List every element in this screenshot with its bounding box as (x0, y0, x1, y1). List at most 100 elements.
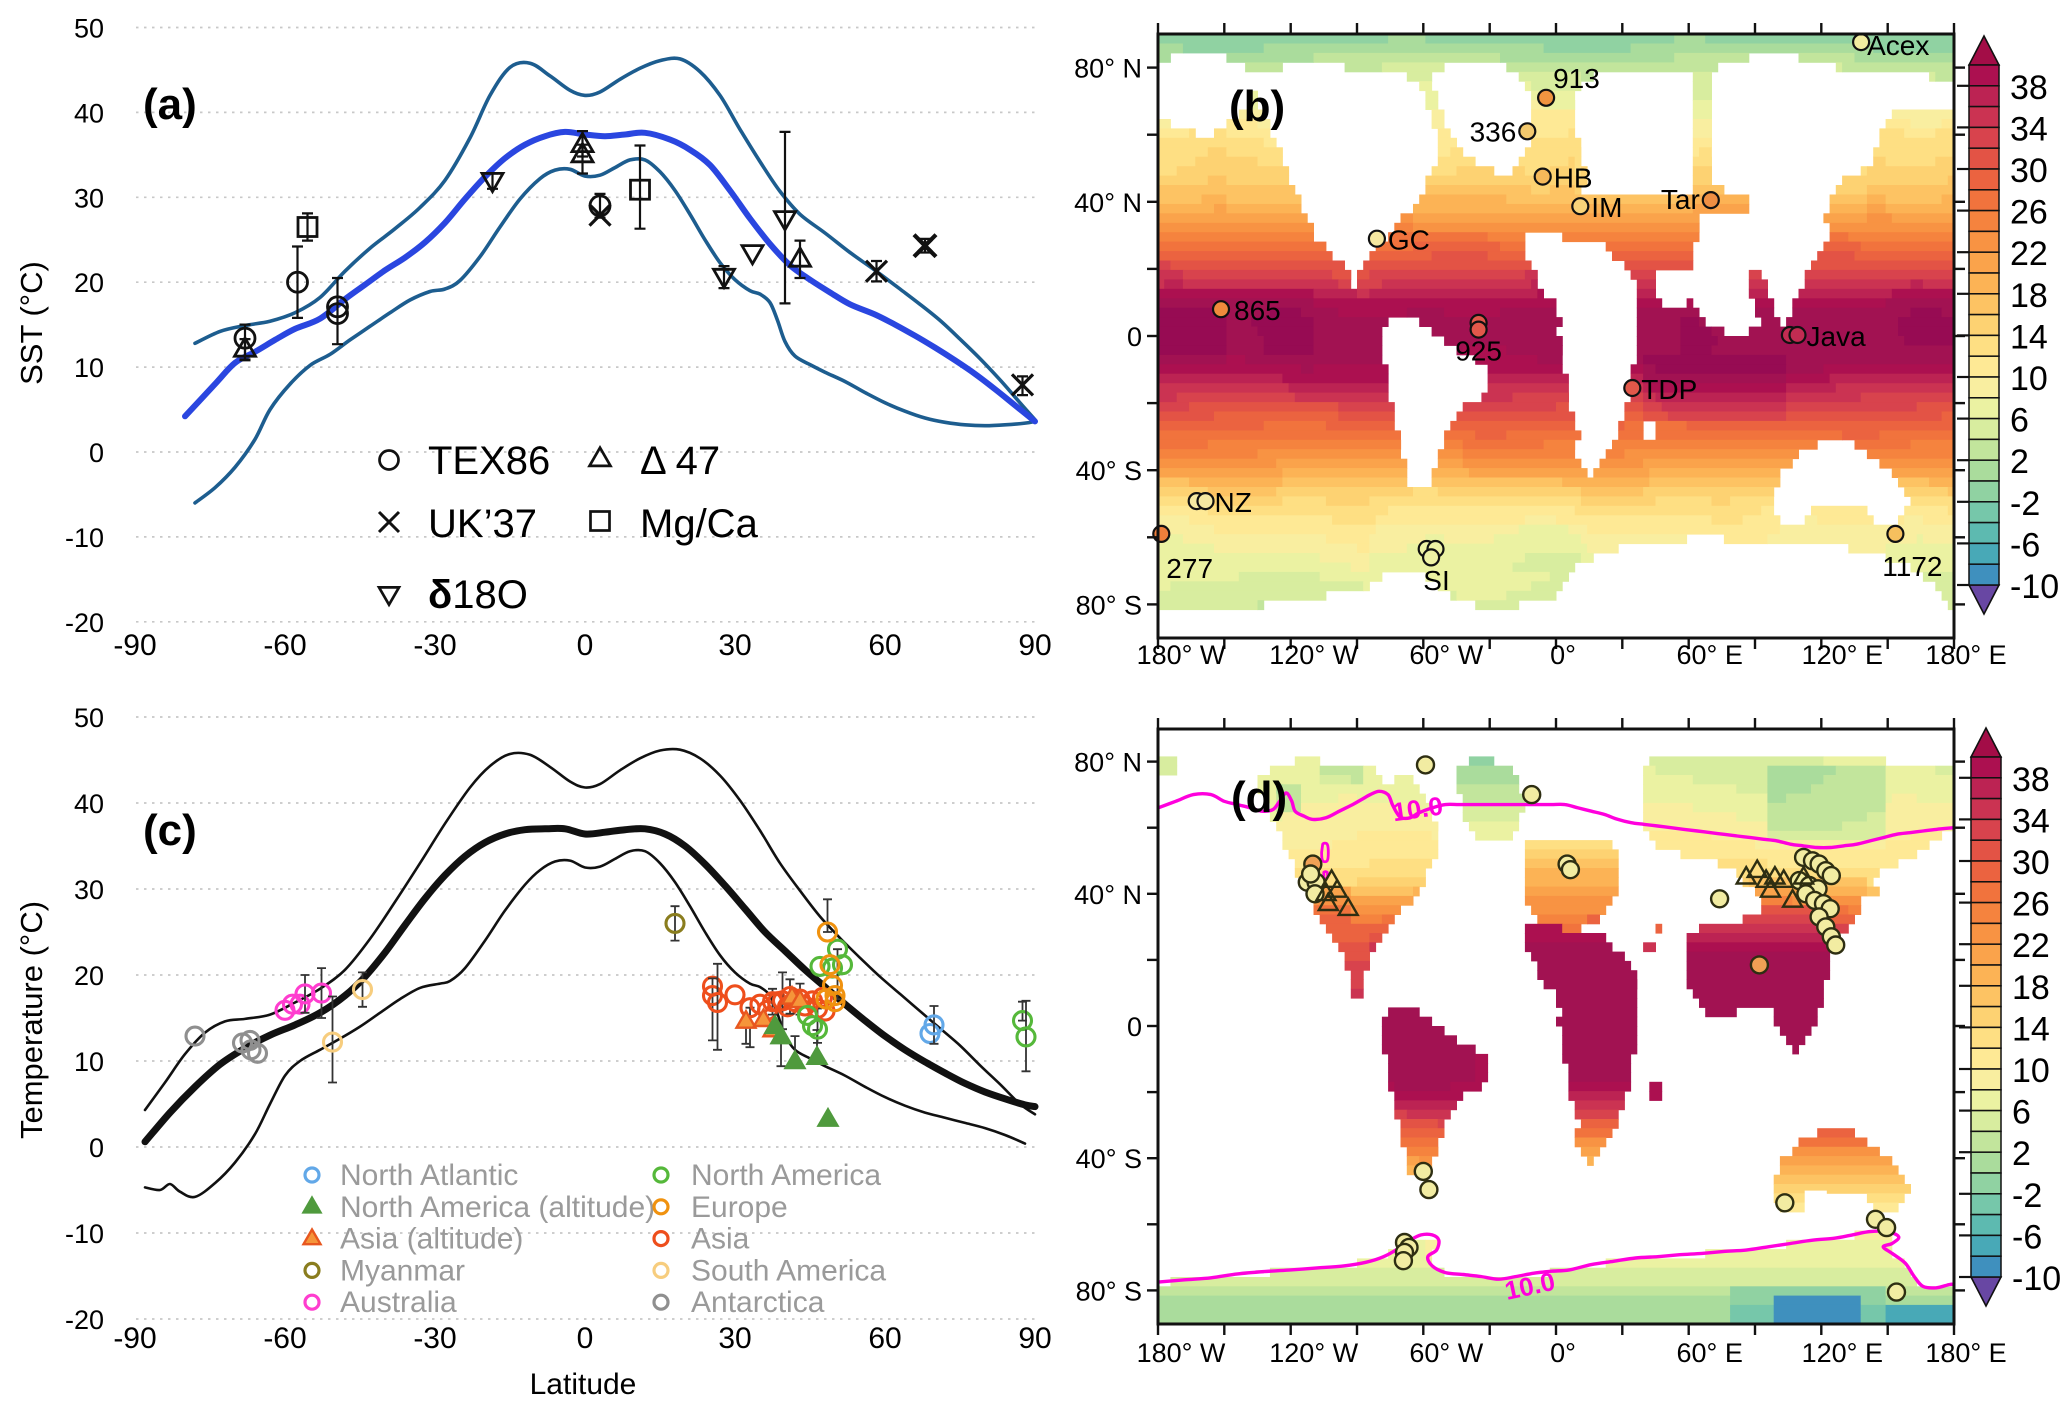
svg-text:40° N: 40° N (1074, 188, 1142, 218)
svg-text:-30: -30 (413, 629, 456, 662)
svg-text:30: 30 (718, 629, 751, 662)
svg-text:North America (altitude): North America (altitude) (340, 1191, 655, 1224)
svg-text:North America: North America (691, 1159, 881, 1192)
svg-text:-90: -90 (113, 629, 156, 662)
svg-text:0: 0 (89, 1133, 104, 1163)
svg-text:GC: GC (1388, 225, 1430, 256)
svg-text:IM: IM (1591, 192, 1622, 223)
svg-text:60° W: 60° W (1409, 1338, 1483, 1368)
svg-text:80° S: 80° S (1076, 1276, 1142, 1306)
svg-text:18: 18 (2012, 969, 2050, 1007)
svg-text:865: 865 (1234, 295, 1281, 326)
svg-text:Mg/Ca: Mg/Ca (640, 502, 759, 546)
svg-text:-10: -10 (65, 523, 104, 553)
svg-text:26: 26 (2012, 886, 2050, 924)
svg-text:-20: -20 (65, 1305, 104, 1335)
svg-text:10.0: 10.0 (1391, 791, 1445, 828)
svg-text:120° E: 120° E (1802, 1338, 1883, 1368)
svg-text:60° W: 60° W (1409, 640, 1483, 670)
svg-text:0: 0 (89, 438, 104, 468)
svg-text:0: 0 (577, 1322, 594, 1355)
svg-text:Latitude: Latitude (530, 1368, 637, 1401)
svg-text:2: 2 (2010, 443, 2029, 481)
svg-text:10: 10 (2010, 360, 2048, 398)
svg-text:26: 26 (2010, 194, 2048, 232)
svg-text:120° W: 120° W (1269, 640, 1358, 670)
svg-text:40: 40 (74, 98, 104, 128)
svg-text:30: 30 (2010, 152, 2048, 190)
svg-text:Asia (altitude): Asia (altitude) (340, 1223, 523, 1256)
svg-text:Europe: Europe (691, 1191, 788, 1224)
svg-text:14: 14 (2010, 318, 2048, 356)
svg-text:Myanmar: Myanmar (340, 1254, 465, 1287)
svg-text:0°: 0° (1550, 1338, 1576, 1368)
svg-text:60: 60 (868, 1322, 901, 1355)
svg-text:δ18O: δ18O (428, 573, 528, 617)
svg-text:180° E: 180° E (1925, 1338, 2006, 1368)
svg-text:NZ: NZ (1215, 487, 1252, 518)
svg-text:38: 38 (2012, 761, 2050, 799)
svg-text:80° N: 80° N (1074, 748, 1142, 778)
svg-text:10: 10 (74, 1047, 104, 1077)
svg-text:22: 22 (2010, 235, 2048, 273)
svg-text:277: 277 (1166, 553, 1213, 584)
svg-text:336: 336 (1470, 116, 1517, 147)
svg-text:34: 34 (2010, 110, 2048, 148)
svg-text:50: 50 (74, 14, 104, 44)
svg-text:40° S: 40° S (1076, 456, 1142, 486)
svg-text:180° W: 180° W (1137, 640, 1226, 670)
svg-text:30: 30 (2012, 844, 2050, 882)
svg-text:Asia: Asia (691, 1223, 750, 1256)
svg-text:40: 40 (74, 789, 104, 819)
svg-text:10: 10 (74, 353, 104, 383)
svg-text:0: 0 (577, 629, 594, 662)
svg-text:Temperature (°C): Temperature (°C) (14, 901, 49, 1139)
svg-text:80° S: 80° S (1076, 590, 1142, 620)
svg-text:SST (°C): SST (°C) (14, 261, 49, 385)
svg-text:40° N: 40° N (1074, 880, 1142, 910)
svg-text:20: 20 (74, 961, 104, 991)
svg-text:1172: 1172 (1882, 551, 1942, 582)
svg-text:-2: -2 (2012, 1177, 2042, 1215)
svg-text:-60: -60 (263, 629, 306, 662)
svg-text:SI: SI (1423, 565, 1449, 596)
svg-text:80° N: 80° N (1074, 54, 1142, 84)
svg-text:10: 10 (2012, 1052, 2050, 1090)
svg-text:(d): (d) (1231, 773, 1287, 822)
svg-text:TDP: TDP (1641, 374, 1697, 405)
svg-text:HB: HB (1554, 163, 1593, 194)
svg-text:90: 90 (1018, 629, 1051, 662)
svg-text:90: 90 (1018, 1322, 1051, 1355)
svg-text:40° S: 40° S (1076, 1144, 1142, 1174)
svg-text:60° E: 60° E (1677, 640, 1743, 670)
svg-text:0: 0 (1127, 322, 1142, 352)
svg-text:-10: -10 (2012, 1260, 2061, 1298)
svg-text:0: 0 (1127, 1012, 1142, 1042)
svg-text:38: 38 (2010, 69, 2048, 107)
svg-text:180° E: 180° E (1925, 640, 2006, 670)
svg-text:2: 2 (2012, 1135, 2031, 1173)
svg-text:30: 30 (718, 1322, 751, 1355)
svg-text:-10: -10 (2010, 568, 2059, 606)
svg-text:120° E: 120° E (1802, 640, 1883, 670)
svg-text:180° W: 180° W (1137, 1338, 1226, 1368)
svg-text:6: 6 (2010, 402, 2029, 440)
svg-text:Java: Java (1807, 321, 1867, 352)
svg-text:-2: -2 (2010, 485, 2040, 523)
svg-text:18: 18 (2010, 277, 2048, 315)
svg-text:-10: -10 (65, 1219, 104, 1249)
svg-text:TEX86: TEX86 (428, 439, 550, 483)
svg-text:0°: 0° (1550, 640, 1576, 670)
svg-text:913: 913 (1553, 63, 1600, 94)
svg-text:South America: South America (691, 1254, 886, 1287)
svg-text:(c): (c) (143, 806, 197, 855)
svg-text:(b): (b) (1229, 82, 1285, 131)
svg-text:North Atlantic: North Atlantic (340, 1159, 518, 1192)
svg-text:30: 30 (74, 875, 104, 905)
svg-text:34: 34 (2012, 802, 2050, 840)
svg-text:925: 925 (1455, 336, 1502, 367)
svg-text:120° W: 120° W (1269, 1338, 1358, 1368)
svg-text:-90: -90 (113, 1322, 156, 1355)
svg-text:UK’37: UK’37 (428, 502, 537, 546)
svg-text:-6: -6 (2010, 526, 2040, 564)
